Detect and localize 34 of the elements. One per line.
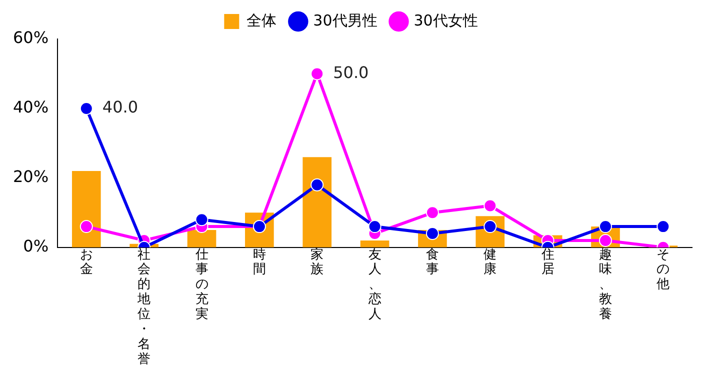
point — [426, 206, 439, 220]
legend-label: 30代女性 — [414, 11, 478, 30]
legend-label: 全体 — [246, 11, 277, 30]
y-tick-label: 40% — [13, 98, 49, 117]
point — [80, 220, 93, 234]
bar — [360, 240, 390, 248]
point — [656, 220, 670, 234]
y-tick-label: 0% — [23, 236, 49, 256]
data-label: 40.0 — [102, 98, 138, 117]
x-tick-label: 時間 — [252, 247, 266, 278]
x-tick-label: 健康 — [484, 247, 497, 278]
point — [484, 199, 497, 212]
x-tick-label: 友人、恋人 — [367, 247, 382, 322]
bar — [187, 230, 216, 248]
x-tick-label: その他 — [656, 247, 670, 292]
x-tick-label: 食事 — [426, 247, 439, 278]
x-tick-label: 仕事の充実 — [194, 247, 208, 322]
point — [195, 213, 208, 226]
x-tick-label: 家族 — [310, 246, 324, 278]
legend-label: 30代男性 — [313, 11, 378, 30]
point — [310, 178, 324, 192]
x-tick-label: 社会的地位・名誉 — [136, 247, 151, 367]
point — [598, 220, 612, 234]
bar — [302, 157, 332, 248]
data-label: 50.0 — [333, 62, 369, 82]
x-tick-label: 趣味、教養 — [598, 247, 612, 322]
bar — [72, 170, 101, 248]
y-tick-label: 20% — [13, 167, 49, 186]
point — [80, 102, 93, 115]
point — [368, 220, 382, 234]
x-tick-label: 住居 — [540, 247, 554, 278]
y-tick-label: 60% — [13, 28, 49, 48]
x-tick-label: お金 — [80, 247, 93, 278]
point — [310, 67, 324, 80]
